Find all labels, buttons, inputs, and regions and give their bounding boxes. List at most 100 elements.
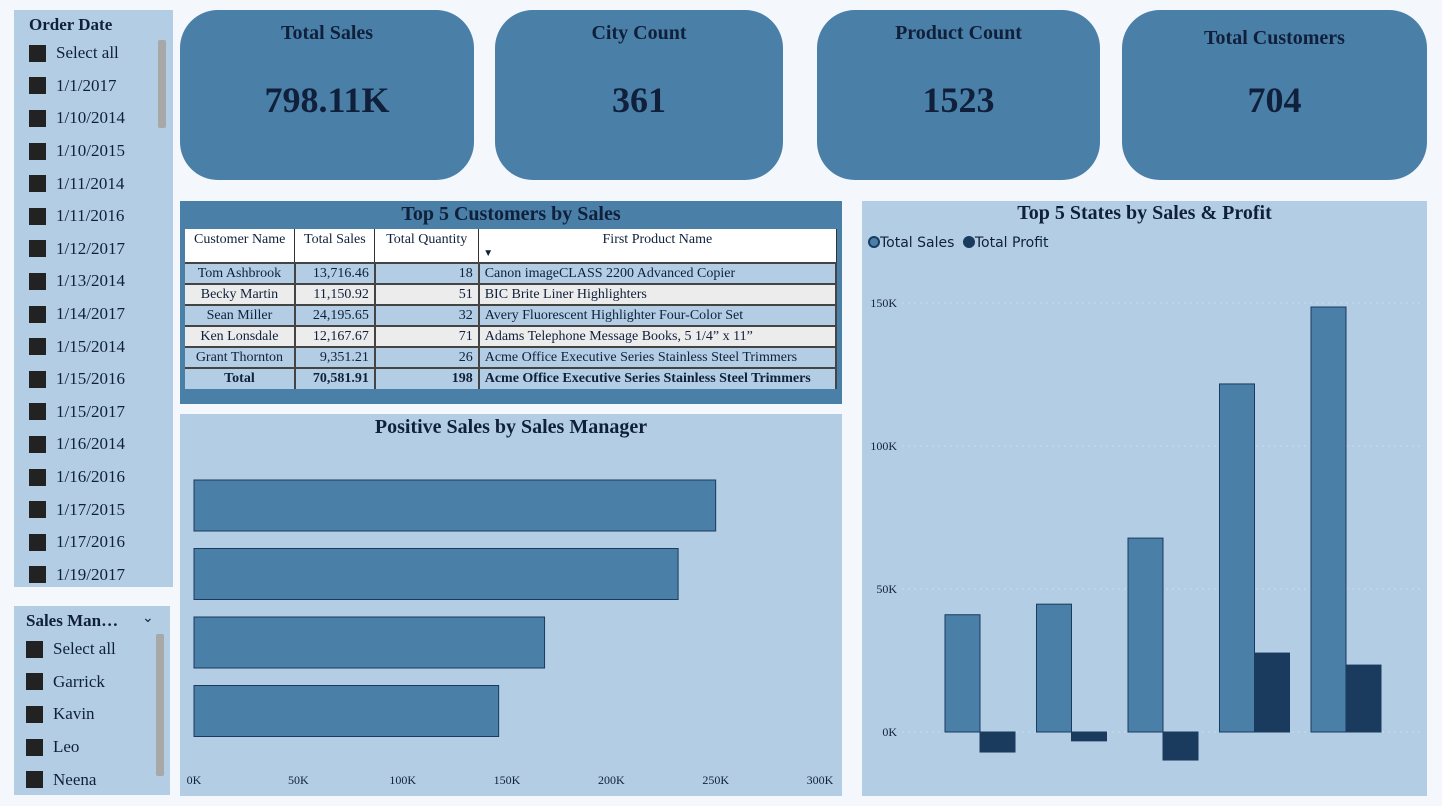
bar[interactable] xyxy=(193,685,500,737)
scrollbar[interactable] xyxy=(156,634,164,776)
checkbox[interactable] xyxy=(26,771,43,789)
table-cell: 71 xyxy=(374,325,480,347)
table-row[interactable]: Becky Martin 11,150.92 51 BIC Brite Liner H… xyxy=(185,283,838,305)
chevron-down-icon[interactable]: ⌄ xyxy=(142,611,154,626)
bar-profit[interactable] xyxy=(979,731,1016,753)
checkbox[interactable] xyxy=(29,305,46,323)
table-row[interactable]: Ken Lonsdale 12,167.67 71 Adams Telephone M… xyxy=(185,325,838,347)
table-cell: 26 xyxy=(374,346,480,368)
slicer-item[interactable]: 1/10/2015 xyxy=(29,135,173,168)
slicer-item[interactable]: Neena xyxy=(26,763,170,796)
bar[interactable] xyxy=(193,616,546,669)
slicer-item[interactable]: Select all xyxy=(29,37,173,70)
legend-item-profit[interactable]: Total Profit xyxy=(962,235,1049,251)
slicer-item[interactable]: Garrick xyxy=(26,666,170,699)
checkbox[interactable] xyxy=(26,673,43,691)
checkbox[interactable] xyxy=(29,403,46,421)
checkbox[interactable] xyxy=(29,338,46,356)
checkbox[interactable] xyxy=(29,272,46,290)
table-cell: Sean Miller xyxy=(185,304,296,326)
table-cell: 12,167.67 xyxy=(294,325,376,347)
slicer-item[interactable]: 1/13/2014 xyxy=(29,265,173,298)
table-row[interactable]: Sean Miller 24,195.65 32 Avery Fluorescent … xyxy=(185,304,838,326)
x-tick-label: 100K xyxy=(389,773,416,787)
column-header[interactable]: Total Sales xyxy=(294,229,376,263)
x-tick-label: 0K xyxy=(187,773,202,787)
kpi-title: City Count xyxy=(591,22,687,44)
slicer-item[interactable]: 1/17/2015 xyxy=(29,493,173,526)
slicer-item[interactable]: 1/10/2014 xyxy=(29,102,173,135)
bar-profit[interactable] xyxy=(1162,731,1199,761)
bar-sales[interactable] xyxy=(944,614,981,733)
checkbox[interactable] xyxy=(29,240,46,258)
table-row[interactable]: Grant Thornton 9,351.21 26 Acme Office Exec… xyxy=(185,346,838,368)
bar-sales[interactable] xyxy=(1310,306,1347,733)
sales-manager-slicer: Sales Man… ⌄ Select all Garrick Kavin Leo Ne… xyxy=(14,606,170,795)
scrollbar[interactable] xyxy=(158,40,166,128)
column-header[interactable]: Customer Name xyxy=(185,229,296,263)
bar-profit[interactable] xyxy=(1345,664,1382,733)
checkbox[interactable] xyxy=(29,207,46,225)
kpi-value: 361 xyxy=(612,80,666,120)
slicer-item[interactable]: Kavin xyxy=(26,698,170,731)
slicer-item[interactable]: 1/16/2014 xyxy=(29,428,173,461)
table-cell: 18 xyxy=(374,262,480,284)
slicer-item[interactable]: 1/12/2017 xyxy=(29,233,173,266)
y-tick-label: 100K xyxy=(870,439,897,453)
y-tick-label: 0K xyxy=(882,725,897,739)
table-row[interactable]: Tom Ashbrook 13,716.46 18 Canon imageCLASS … xyxy=(185,262,838,284)
slicer-item[interactable]: Leo xyxy=(26,731,170,764)
checkbox[interactable] xyxy=(29,566,46,584)
kpi-value: 704 xyxy=(1247,80,1302,120)
bar[interactable] xyxy=(193,479,717,532)
table-cell: Acme Office Executive Series Stainless S… xyxy=(478,367,838,389)
bar[interactable] xyxy=(193,548,679,600)
slicer-item-label: Garrick xyxy=(53,671,105,691)
bar-profit[interactable] xyxy=(1071,731,1107,742)
checkbox[interactable] xyxy=(26,640,43,658)
slicer-item[interactable]: 1/15/2016 xyxy=(29,363,173,396)
slicer-item[interactable]: Select all xyxy=(26,633,170,666)
checkbox[interactable] xyxy=(29,468,46,486)
slicer-item[interactable]: 1/11/2016 xyxy=(29,200,173,233)
table-title: Top 5 Customers by Sales xyxy=(401,203,621,225)
x-tick-label: 300K xyxy=(807,773,834,787)
checkbox[interactable] xyxy=(29,44,46,62)
legend-item-sales[interactable]: Total Sales xyxy=(868,235,954,251)
slicer-item[interactable]: 1/1/2017 xyxy=(29,70,173,103)
checkbox[interactable] xyxy=(29,142,46,160)
slicer-item-label: 1/13/2014 xyxy=(56,271,125,291)
checkbox[interactable] xyxy=(29,175,46,193)
slicer-item-label: Select all xyxy=(53,639,116,659)
checkbox[interactable] xyxy=(29,109,46,127)
sales-manager-chart: Positive Sales by Sales Manager 0K 50K 100… xyxy=(180,414,842,796)
checkbox[interactable] xyxy=(29,501,46,519)
column-header[interactable]: Total Quantity xyxy=(374,229,480,263)
y-tick-label: 50K xyxy=(876,582,897,596)
bar-sales[interactable] xyxy=(1219,383,1255,733)
column-header[interactable]: First Product Name ▼ xyxy=(478,229,837,263)
slicer-item-label: 1/15/2014 xyxy=(56,336,125,356)
slicer-item[interactable]: 1/15/2017 xyxy=(29,396,173,429)
slicer-item[interactable]: 1/16/2016 xyxy=(29,461,173,494)
checkbox[interactable] xyxy=(26,738,43,756)
slicer-item[interactable]: 1/11/2014 xyxy=(29,167,173,200)
slicer-item-label: 1/17/2015 xyxy=(56,499,125,519)
checkbox[interactable] xyxy=(29,370,46,388)
kpi-card: Product Count 1523 xyxy=(817,10,1100,180)
bar-profit[interactable] xyxy=(1254,652,1290,733)
table-cell: Becky Martin xyxy=(185,283,296,305)
slicer-item[interactable]: 1/14/2017 xyxy=(29,298,173,331)
bar-sales[interactable] xyxy=(1127,537,1164,733)
table-cell: Total xyxy=(185,367,296,389)
table-cell: BIC Brite Liner Highlighters xyxy=(478,283,838,305)
slicer-item[interactable]: 1/15/2014 xyxy=(29,330,173,363)
x-tick-label: 50K xyxy=(288,773,309,787)
bar-sales[interactable] xyxy=(1036,603,1072,733)
slicer-item[interactable]: 1/19/2017 xyxy=(29,559,173,592)
checkbox[interactable] xyxy=(29,435,46,453)
checkbox[interactable] xyxy=(26,705,43,723)
checkbox[interactable] xyxy=(29,77,46,95)
checkbox[interactable] xyxy=(29,533,46,551)
slicer-item[interactable]: 1/17/2016 xyxy=(29,526,173,559)
